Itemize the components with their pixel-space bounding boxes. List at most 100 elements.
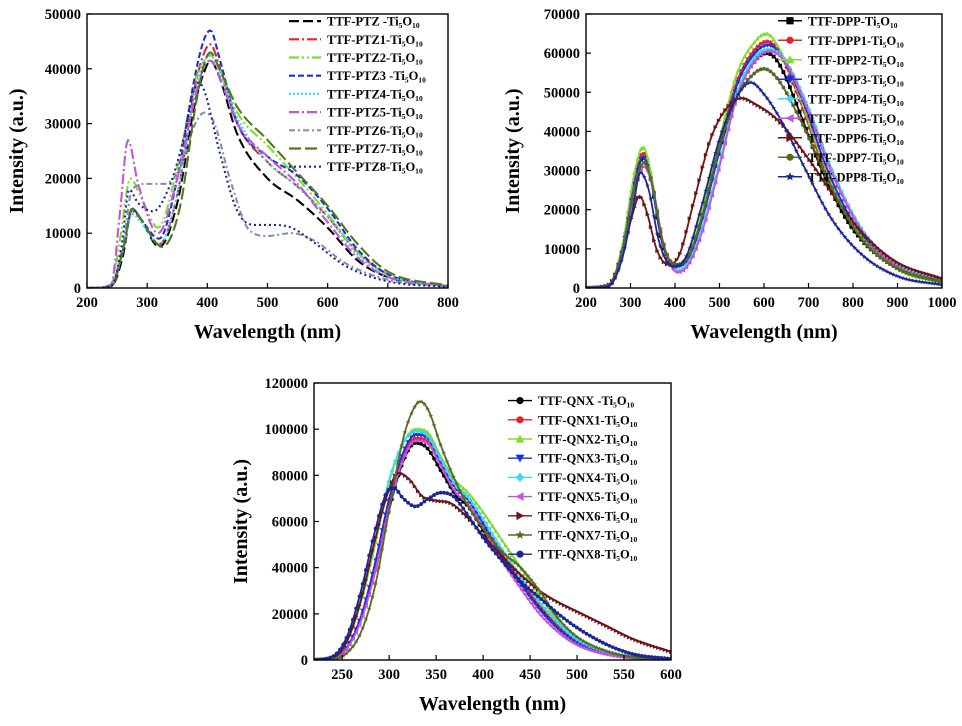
series-point [584,645,589,650]
series-point [470,501,476,507]
x-tick-label: 900 [887,295,909,311]
series-point [817,158,821,163]
series-point [522,569,528,575]
series-point [334,651,339,656]
series-point [612,275,618,281]
series-point [434,432,440,438]
series-point [810,181,815,186]
series-point [643,654,647,659]
series-point [635,195,641,200]
series-point [894,273,900,278]
series-point [655,248,660,254]
series-point [849,211,854,217]
series-point [454,481,460,487]
series-point [477,511,482,517]
series-point [629,654,635,660]
series-point [914,273,919,278]
y-tick-label: 30000 [544,164,580,180]
series-point [807,157,812,163]
series-point [774,51,779,57]
x-tick-label: 600 [660,667,682,683]
series-point [758,67,763,72]
series-point [490,543,495,549]
series-point [610,645,615,650]
series-point [616,267,621,273]
legend-marker [516,511,525,521]
legend-item: TTF-PTZ4-Ti₅O₁₀ [289,87,423,101]
series-point [373,567,378,573]
series-point [565,618,570,623]
series-point [363,603,368,609]
series-point [338,647,342,652]
series-point [538,609,544,614]
series-point [623,653,628,658]
series-point [516,583,521,588]
series-point [764,43,770,48]
series-point [726,127,731,132]
series-point [748,56,754,61]
series-point [451,480,456,486]
series-point [380,502,385,507]
series-point [839,230,845,235]
series-point [690,235,696,241]
series-point [405,440,411,445]
series-point [364,577,369,583]
series-point [632,655,638,660]
series-point [522,592,527,597]
legend-label: TTF-DPP5-Ti₅O₁₀ [808,112,904,126]
series-point [709,162,715,168]
series-point [467,496,472,502]
series-point [687,252,692,257]
series-point [604,642,608,647]
series-point [829,178,835,183]
series-point [626,634,632,640]
series-point [529,589,534,593]
series-point [774,110,780,116]
legend-item: TTF-PTZ1-Ti₅O₁₀ [289,33,423,47]
series-point [936,279,941,284]
series-point [386,487,391,492]
series-point [366,585,372,590]
series-point [748,80,754,85]
series-point [690,203,696,209]
series-point [823,181,828,187]
series-point [428,445,433,450]
series-point [617,647,621,652]
series-point [526,579,531,584]
series-point [457,494,462,500]
series-point [775,76,779,80]
series-point [548,623,553,629]
series-point [775,117,780,122]
series-point [477,530,482,535]
series-point [852,245,857,250]
legend-marker [786,153,794,161]
y-tick-label: 20000 [45,171,81,187]
series-point [872,242,877,247]
series-point [755,51,760,57]
series-point [633,652,638,657]
series-point [884,256,889,262]
series-point [898,261,903,267]
series-point [389,492,395,498]
series-point [422,439,427,445]
series-point [406,433,411,439]
series-point [710,132,715,138]
series-point [917,274,922,279]
y-tick-label: 80000 [272,468,308,484]
series-point [486,518,492,524]
series-point [535,597,541,603]
legend-item: TTF-DPP8-Ti₅O₁₀ [778,170,904,184]
series-point [813,140,819,145]
series-point [373,535,378,540]
legend-label: TTF-QNX7-Ti₅O₁₀ [538,529,637,543]
series-point [419,429,424,435]
series-point [819,154,825,159]
legend-item: TTF-PTZ2-Ti₅O₁₀ [289,51,423,65]
series-point [687,245,692,251]
series-point [697,224,702,228]
series-point [587,646,593,651]
series-point [868,259,874,264]
series-point [561,631,567,636]
series-point [409,479,414,484]
series-point [432,498,437,503]
